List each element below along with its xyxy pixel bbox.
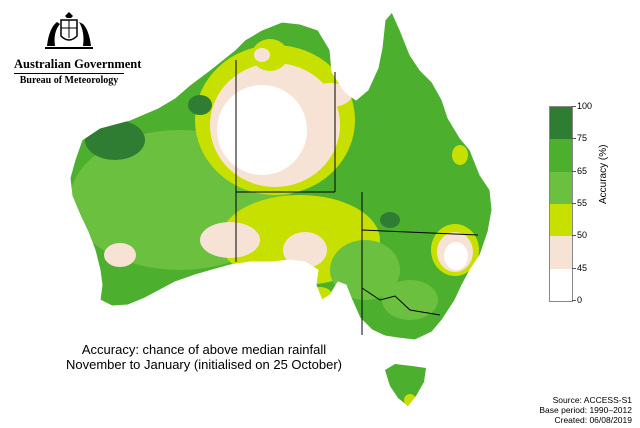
legend-tick-label: 0 [577,295,583,305]
agency-logo: Australian Government Bureau of Meteorol… [14,8,141,88]
legend-swatch-0 [550,107,572,140]
created-date: Created: 06/08/2019 [554,415,632,425]
commonwealth-coat-of-arms-icon [45,12,93,49]
caption-line-1: Accuracy: chance of above median rainfal… [81,342,327,357]
map-caption: Accuracy: chance of above median rainfal… [44,342,364,372]
legend-tick-mark [572,235,576,237]
legend-tick-mark [572,267,576,269]
legend-color-bar [549,106,573,302]
state-borders [235,60,479,335]
legend-tick-mark [572,106,576,107]
legend-swatch-1 [550,139,572,172]
legend-tick-label: 65 [577,165,588,176]
legend-tick-mark [572,170,576,172]
legend-tick-label: 55 [577,198,588,208]
tasmania-shading [385,364,426,406]
legend-tick-mark [572,203,576,204]
legend-tick-label: 45 [577,262,588,273]
legend-tick-label: 75 [577,133,588,144]
legend-tick-mark [572,138,576,140]
legend-tick-label: 50 [577,230,588,241]
source-model: Source: ACCESS-S1 [552,395,632,405]
legend-swatch-2 [550,171,572,204]
agency-name: Bureau of Meteorology [19,75,119,86]
legend-swatch-3 [550,203,572,237]
legend-swatch-4 [550,236,572,269]
base-period: Base period: 1990–2012 [539,405,632,415]
mainland-coastline [69,11,493,341]
org-name: Australian Government [14,57,141,74]
caption-line-2: November to January (initialised on 25 O… [65,357,343,372]
legend-swatch-5 [550,268,572,301]
legend-tick-mark [572,300,576,301]
source-info: Source: ACCESS-S1 Base period: 1990–2012… [539,395,632,425]
legend-title: Accuracy (%) [598,144,609,204]
legend-tick-label: 100 [577,101,593,111]
